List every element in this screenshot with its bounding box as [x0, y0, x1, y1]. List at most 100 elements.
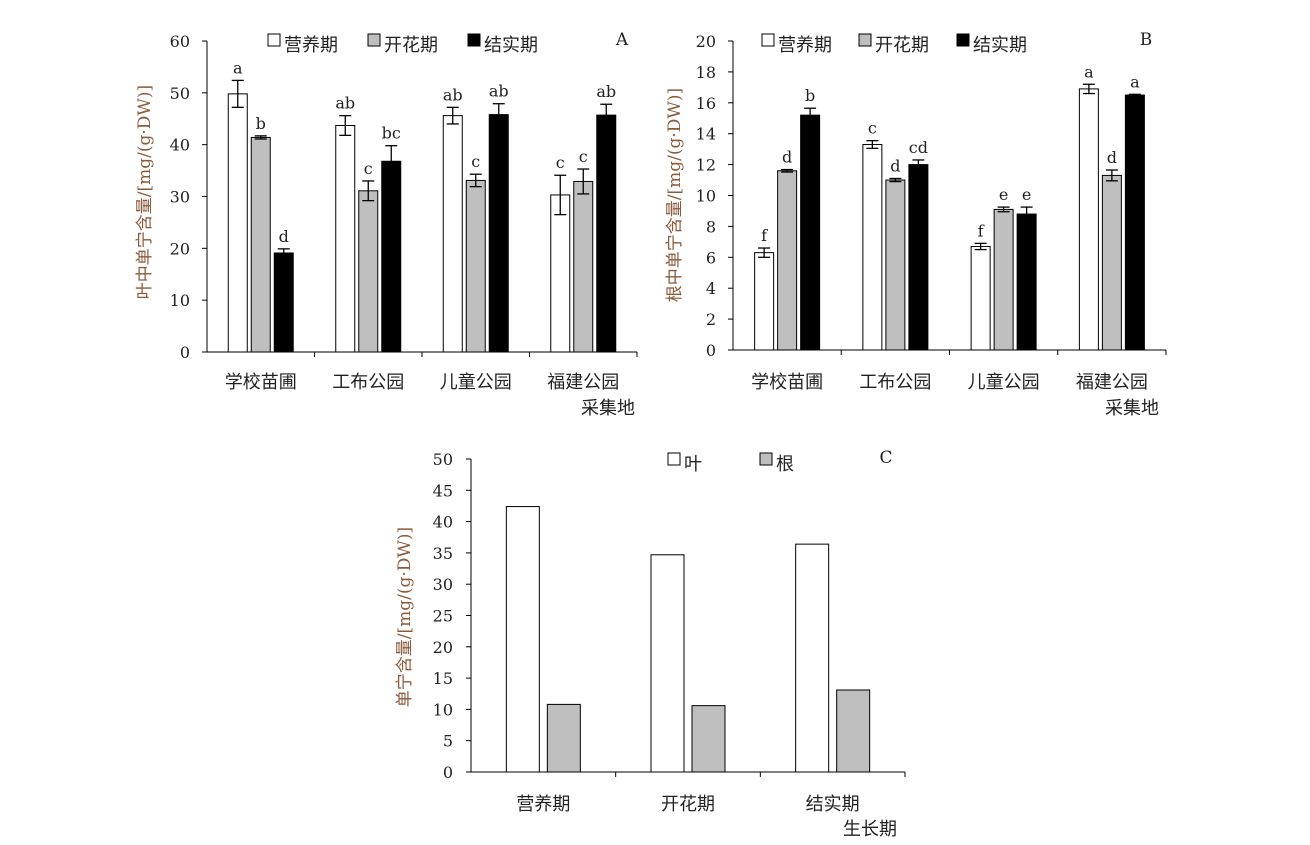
legend-label: 开花期	[875, 35, 929, 56]
y-tick-label: 30	[170, 188, 190, 207]
y-tick-label: 14	[696, 125, 716, 144]
significance-label: ab	[443, 85, 463, 104]
bar	[273, 252, 294, 353]
legend-label: 开花期	[384, 35, 438, 56]
bar	[1078, 88, 1099, 351]
significance-label: ab	[335, 94, 355, 113]
significance-label: d	[279, 227, 289, 246]
category-label: 学校苗圃	[751, 372, 823, 393]
significance-label: a	[1084, 62, 1094, 81]
bar	[442, 115, 463, 353]
y-axis-label: 单宁含量/[mg/(g·DW)]	[395, 527, 415, 707]
significance-label: f	[761, 226, 768, 245]
y-tick-label: 40	[433, 513, 453, 532]
category-label: 开花期	[661, 794, 715, 815]
y-tick-label: 5	[443, 732, 453, 751]
significance-label: ab	[596, 82, 616, 101]
x-axis-label: 采集地	[1105, 398, 1159, 419]
significance-label: d	[890, 157, 900, 176]
legend-swatch	[761, 33, 775, 47]
significance-label: d	[1107, 148, 1117, 167]
category-label: 福建公园	[547, 372, 619, 393]
significance-label: b	[805, 86, 815, 105]
bar	[488, 114, 509, 353]
legend-swatch	[858, 33, 872, 47]
bar	[754, 252, 775, 351]
bar	[862, 144, 883, 351]
panel-label: B	[1140, 30, 1153, 50]
bar	[546, 703, 581, 773]
y-tick-label: 15	[433, 669, 453, 688]
bar	[505, 506, 540, 773]
significance-label: c	[556, 153, 565, 172]
bar	[596, 114, 617, 353]
legend-label: 营养期	[778, 35, 832, 56]
bar	[465, 179, 486, 353]
y-tick-label: 10	[696, 187, 716, 206]
bar	[970, 245, 991, 351]
significance-label: e	[1022, 185, 1031, 204]
category-label: 工布公园	[859, 372, 931, 393]
bar	[1101, 174, 1122, 351]
bar	[358, 190, 379, 353]
bar	[650, 554, 685, 773]
y-tick-label: 30	[433, 575, 453, 594]
category-label: 学校苗圃	[225, 372, 297, 393]
bar	[908, 164, 929, 351]
bar	[335, 124, 356, 353]
bar	[993, 208, 1014, 351]
y-axis-label: 叶中单宁含量/[mg/(g·DW)]	[135, 85, 155, 299]
category-label: 儿童公园	[968, 372, 1040, 393]
chart-b: 0 2 4 6 8 10 12 14 16 18 20 根中单宁含量/[mg/(g·DW)] B 学校苗圃…	[665, 30, 1167, 419]
bar	[836, 689, 871, 773]
legend-swatch	[759, 452, 773, 466]
significance-label: c	[579, 147, 588, 166]
legend-label: 叶	[684, 454, 702, 475]
legend-label: 营养期	[284, 35, 338, 56]
bar	[227, 93, 248, 353]
bar	[250, 136, 271, 353]
y-tick-label: 4	[706, 279, 716, 298]
category-label: 福建公园	[1076, 372, 1148, 393]
y-tick-label: 8	[706, 217, 716, 236]
panel-label: A	[615, 30, 629, 50]
bar	[795, 543, 830, 773]
legend-swatch	[667, 452, 681, 466]
legend-swatch	[467, 33, 481, 47]
chart-a: 0 10 20 30 40 50 60 叶中单宁含量/[mg/(g·DW)] A 学校苗圃 工布公园…	[135, 30, 638, 419]
category-label: 儿童公园	[440, 372, 512, 393]
significance-label: c	[471, 152, 480, 171]
y-axis-label: 根中单宁含量/[mg/(g·DW)]	[665, 88, 685, 302]
y-tick-label: 20	[170, 239, 190, 258]
y-tick-label: 0	[443, 763, 453, 782]
y-tick-label: 50	[170, 84, 190, 103]
y-tick-label: 20	[433, 638, 453, 657]
legend-swatch	[267, 33, 281, 47]
y-tick-label: 2	[706, 310, 716, 329]
category-label: 营养期	[516, 794, 570, 815]
bar	[1124, 94, 1145, 351]
category-label: 结实期	[806, 794, 860, 815]
significance-label: cd	[909, 138, 928, 157]
legend-label: 结实期	[973, 35, 1027, 56]
category-label: 工布公园	[332, 372, 404, 393]
bar	[573, 180, 594, 353]
significance-label: a	[233, 58, 243, 77]
significance-label: d	[782, 148, 792, 167]
y-tick-label: 50	[433, 450, 453, 469]
panel-label: C	[879, 448, 892, 468]
legend-label: 结实期	[484, 35, 538, 56]
y-tick-label: 10	[433, 700, 453, 719]
y-tick-label: 6	[706, 248, 716, 267]
bar	[550, 194, 571, 353]
legend-label: 根	[776, 454, 794, 475]
bar	[1016, 213, 1037, 351]
significance-label: f	[978, 221, 985, 240]
y-tick-label: 35	[433, 544, 453, 563]
y-tick-label: 45	[433, 481, 453, 500]
significance-label: c	[868, 119, 877, 138]
x-axis-label: 生长期	[843, 819, 897, 840]
bar	[800, 114, 821, 351]
y-tick-label: 0	[180, 343, 190, 362]
